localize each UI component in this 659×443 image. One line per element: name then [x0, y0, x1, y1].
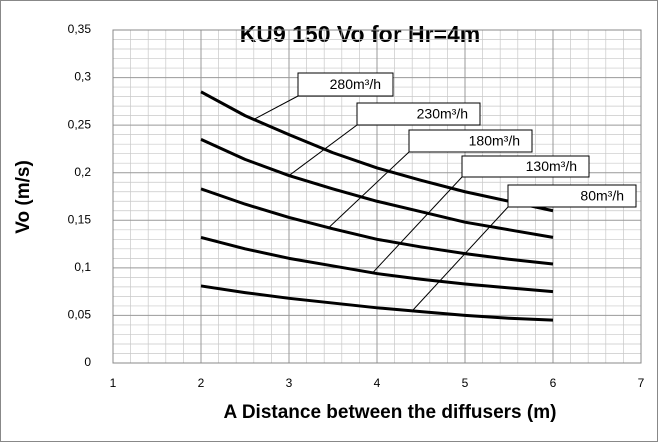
- y-tick-label: 0,05: [68, 308, 92, 322]
- leader-line: [328, 151, 410, 229]
- legend-label: 130m³/h: [526, 158, 577, 174]
- legend-label: 180m³/h: [469, 133, 520, 149]
- x-tick-label: 2: [198, 376, 205, 390]
- y-tick-label: 0,3: [74, 70, 91, 84]
- legend-box: [461, 155, 590, 178]
- legend-label: 80m³/h: [580, 188, 624, 204]
- y-tick-label: 0,15: [68, 212, 92, 226]
- legend-box: [408, 129, 533, 153]
- series-line: [200, 284, 554, 322]
- legend-box: [356, 102, 481, 126]
- series-line: [200, 235, 554, 294]
- plot-border: [112, 29, 642, 364]
- legend-box: [507, 184, 637, 208]
- y-tick-label: 0: [84, 355, 91, 369]
- y-tick-label: 0,1: [74, 260, 91, 274]
- x-tick-label: 6: [550, 376, 557, 390]
- series-line: [200, 90, 554, 213]
- y-tick-label: 0,2: [74, 165, 91, 179]
- x-tick-label: 7: [638, 376, 645, 390]
- x-tick-label: 3: [286, 376, 293, 390]
- x-tick-label: 1: [110, 376, 117, 390]
- x-axis-label: A Distance between the diffusers (m): [224, 402, 557, 423]
- legend-label: 230m³/h: [417, 106, 468, 122]
- leader-line: [253, 95, 299, 120]
- y-tick-label: 0,35: [68, 22, 92, 36]
- chart-title: KU9 150 Vo for Hr=4m: [240, 21, 481, 47]
- legend-label: 280m³/h: [330, 76, 381, 92]
- leader-line: [411, 206, 509, 312]
- leader-line: [288, 124, 358, 176]
- x-tick-label: 5: [462, 376, 469, 390]
- legend-box: [297, 72, 394, 97]
- series-line: [200, 138, 554, 239]
- y-tick-label: 0,25: [68, 117, 92, 131]
- y-axis-label: Vo (m/s): [13, 160, 34, 234]
- leader-line: [372, 176, 463, 274]
- series-line: [200, 187, 554, 266]
- x-tick-label: 4: [374, 376, 381, 390]
